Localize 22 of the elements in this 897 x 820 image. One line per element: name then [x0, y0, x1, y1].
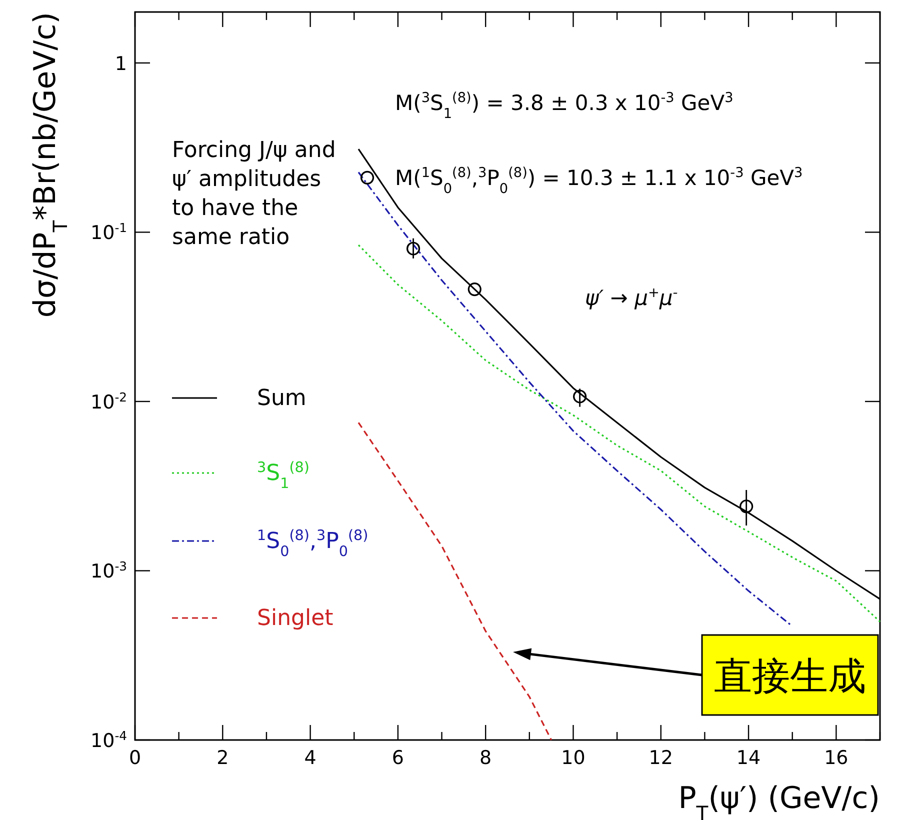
x-axis-title: P$_{T}$(ψ′) (GeV/c)	[678, 781, 880, 820]
y-tick-label: 10$^{-4}$	[90, 729, 128, 752]
y-tick-label: 10$^{-3}$	[90, 560, 127, 583]
x-tick-label: 14	[736, 747, 761, 769]
legend-label: Singlet	[257, 606, 334, 631]
x-tick-label: 4	[304, 747, 316, 769]
y-tick-label: 1	[114, 52, 127, 75]
text: M($^{3}$S$_{1}$$^{(8)}$) = 3.8 ± 0.3 x 10$^{-3}$ GeV$^{3}$	[395, 90, 734, 122]
text: M($^{1}$S$_{0}$$^{(8)}$,$^{3}$P$_{0}$$^{(8)}$) = 10.3 ± 1.1 x 10$^{-3}$ GeV$^{3}$	[395, 165, 803, 197]
legend-label: Sum	[257, 386, 306, 411]
annotation: ψ′ → μ$^{+}$μ$^{-}$	[585, 285, 678, 310]
annotation: 直接生成	[714, 654, 866, 698]
annotation: Forcing J/ψ and ψ′ amplitudes to have the same ratio	[172, 137, 337, 252]
x-tick-label: 2	[216, 747, 229, 769]
x-tick-label: 8	[480, 747, 492, 769]
x-tick-label: 10	[561, 747, 586, 769]
x-tick-label: 16	[824, 747, 848, 769]
x-tick-label: 6	[392, 747, 404, 769]
y-tick-label: 10$^{-2}$	[90, 390, 127, 414]
x-tick-label: 0	[128, 747, 142, 769]
y-tick-label: 10$^{-1}$	[90, 221, 127, 244]
x-tick-label: 12	[648, 747, 673, 769]
